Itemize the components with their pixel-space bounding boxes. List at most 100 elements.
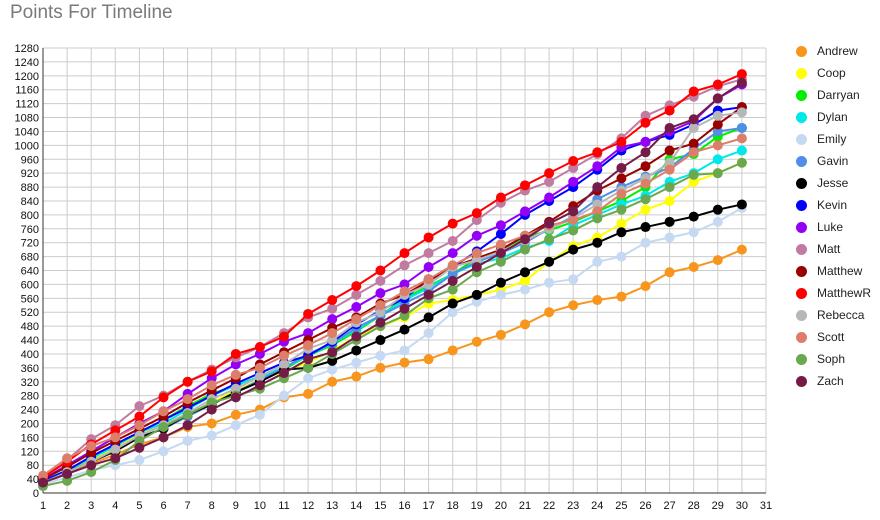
data-point-zach — [351, 331, 362, 342]
data-point-scott — [688, 147, 699, 158]
legend-label: Gavin — [817, 154, 849, 168]
data-point-andrew — [736, 244, 747, 255]
y-tick-label: 720 — [21, 238, 39, 250]
x-tick-label: 9 — [233, 500, 239, 512]
data-point-soph — [86, 467, 97, 478]
data-point-scott — [616, 189, 627, 200]
legend-swatch — [796, 177, 807, 189]
data-point-matthewr — [568, 155, 579, 166]
data-point-matt — [423, 248, 434, 259]
data-point-coop — [640, 204, 651, 215]
data-point-scott — [182, 394, 193, 405]
data-point-zach — [399, 303, 410, 314]
legend-label: Zach — [817, 374, 844, 388]
y-tick-label: 960 — [21, 154, 39, 166]
data-point-matt — [447, 235, 458, 246]
data-point-matthewr — [544, 168, 555, 179]
data-point-zach — [38, 477, 48, 488]
data-point-matthewr — [616, 136, 627, 147]
data-point-andrew — [568, 300, 579, 311]
data-point-matthewr — [688, 86, 699, 97]
legend-label: Darryan — [817, 88, 860, 102]
data-point-jesse — [664, 216, 675, 227]
data-point-scott — [399, 286, 410, 297]
x-tick-label: 6 — [160, 500, 166, 512]
data-point-rebecca — [230, 383, 241, 394]
y-tick-label: 560 — [21, 293, 39, 305]
data-point-kevin — [495, 228, 506, 239]
data-point-emily — [182, 435, 193, 446]
data-point-matt — [544, 176, 555, 187]
data-point-matthew — [86, 448, 97, 459]
data-point-andrew — [592, 295, 603, 306]
data-point-emily — [471, 296, 482, 307]
data-point-matthewr — [664, 105, 675, 116]
data-point-zach — [375, 317, 386, 328]
data-point-emily — [423, 328, 434, 339]
data-point-scott — [206, 380, 217, 391]
data-point-luke — [303, 328, 314, 339]
legend-item-luke: Luke — [796, 216, 880, 238]
data-point-soph — [592, 213, 603, 224]
data-point-jesse — [351, 345, 362, 356]
legend-label: MatthewR — [817, 286, 872, 300]
data-point-matthew — [616, 173, 627, 184]
data-point-andrew — [423, 354, 434, 365]
data-point-andrew — [399, 357, 410, 368]
series-lines — [38, 69, 747, 492]
data-point-matthewr — [592, 147, 603, 158]
chart-title: Points For Timeline — [10, 2, 173, 23]
data-point-matthewr — [736, 69, 747, 80]
data-point-soph — [206, 397, 217, 408]
data-point-andrew — [230, 409, 241, 420]
legend-label: Luke — [817, 220, 844, 234]
data-point-scott — [62, 453, 73, 464]
data-point-jesse — [447, 298, 458, 309]
y-tick-label: 0 — [33, 488, 39, 500]
series-zach — [38, 77, 747, 488]
data-point-luke — [447, 248, 458, 259]
data-point-matthewr — [375, 265, 386, 276]
y-tick-label: 1120 — [15, 99, 39, 111]
data-point-soph — [134, 435, 145, 446]
data-point-andrew — [495, 329, 506, 340]
x-tick-label: 22 — [543, 500, 555, 512]
data-point-zach — [568, 206, 579, 217]
data-point-luke — [254, 348, 265, 359]
y-tick-label: 240 — [21, 405, 39, 417]
axes — [42, 48, 766, 494]
data-point-luke — [230, 359, 241, 370]
data-point-zach — [664, 122, 675, 133]
x-tick-label: 23 — [567, 500, 579, 512]
data-point-scott — [279, 350, 289, 361]
data-point-rebecca — [688, 122, 699, 133]
data-point-zach — [158, 432, 169, 443]
data-point-emily — [447, 307, 458, 318]
y-tick-label: 360 — [21, 363, 39, 375]
data-point-jesse — [327, 355, 338, 366]
x-tick-label: 5 — [136, 500, 142, 512]
data-point-gavin — [736, 122, 747, 133]
data-point-emily — [399, 345, 410, 356]
data-point-dylan — [712, 154, 723, 165]
y-tick-label: 400 — [21, 349, 39, 361]
y-tick-label: 840 — [21, 196, 39, 208]
data-point-andrew — [520, 319, 530, 330]
legend-label: Coop — [817, 66, 846, 80]
data-point-luke — [206, 373, 217, 384]
x-tick-label: 7 — [185, 500, 191, 512]
data-point-rebecca — [712, 110, 723, 121]
data-point-andrew — [640, 281, 651, 292]
data-point-matt — [568, 162, 579, 173]
y-tick-label: 1000 — [15, 140, 39, 152]
series-scott — [38, 133, 747, 481]
x-tick-label: 17 — [422, 500, 434, 512]
data-point-matthewr — [399, 248, 410, 259]
data-point-matt — [399, 260, 410, 271]
data-point-andrew — [206, 418, 217, 429]
data-point-rebecca — [327, 335, 338, 346]
data-point-rebecca — [664, 157, 675, 168]
data-point-andrew — [447, 345, 458, 356]
legend-item-emily: Emily — [796, 128, 880, 150]
